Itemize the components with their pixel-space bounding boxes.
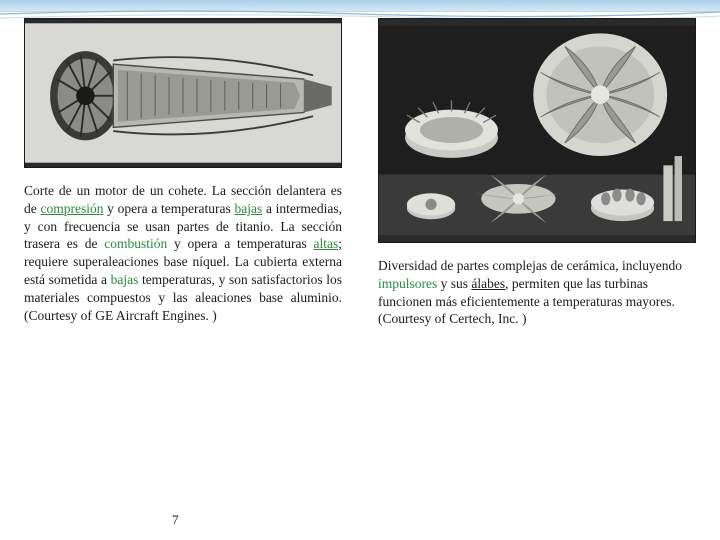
caption-right: Diversidad de partes complejas de cerámi… bbox=[378, 257, 696, 328]
keyword: bajas bbox=[234, 201, 262, 216]
keyword: impulsores bbox=[378, 276, 437, 291]
caption-left: Corte de un motor de un cohete. La secci… bbox=[24, 182, 342, 325]
figure-engine-cutaway bbox=[24, 18, 342, 168]
keyword: bajas bbox=[111, 272, 139, 287]
keyword: compresión bbox=[40, 201, 103, 216]
left-column: Corte de un motor de un cohete. La secci… bbox=[0, 18, 360, 540]
page-number: 7 bbox=[172, 512, 179, 528]
keyword: combustión bbox=[104, 236, 167, 251]
right-column: Diversidad de partes complejas de cerámi… bbox=[360, 18, 720, 540]
engine-cutaway-svg bbox=[25, 19, 341, 167]
keyword: altas bbox=[314, 236, 339, 251]
ceramic-parts-svg bbox=[379, 19, 695, 242]
underlined-term: álabes bbox=[471, 276, 505, 291]
slide-content: Corte de un motor de un cohete. La secci… bbox=[0, 18, 720, 540]
slide-top-band bbox=[0, 0, 720, 12]
figure-ceramic-parts bbox=[378, 18, 696, 243]
